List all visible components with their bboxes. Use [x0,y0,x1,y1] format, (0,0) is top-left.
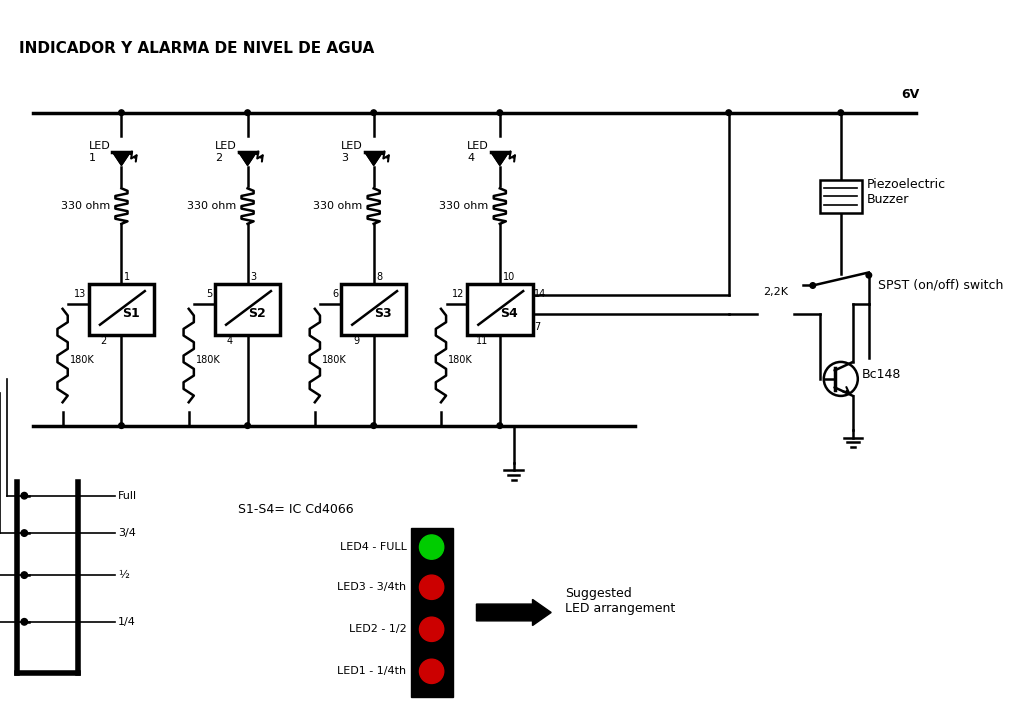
Polygon shape [112,152,131,165]
Bar [467,284,533,335]
Polygon shape [365,152,383,165]
Text: 1/4: 1/4 [118,616,136,627]
Text: 11: 11 [476,336,488,346]
Text: 13: 13 [74,289,86,300]
Circle shape [371,110,377,116]
Circle shape [419,575,444,599]
Text: Suggested
LED arrangement: Suggested LED arrangement [565,587,676,615]
Text: 180K: 180K [70,356,95,365]
Text: 2,2K: 2,2K [763,286,788,297]
Text: 180K: 180K [197,356,221,365]
Circle shape [21,619,27,625]
Circle shape [245,423,250,428]
Text: 6: 6 [332,289,338,300]
Circle shape [371,423,377,428]
Bar [89,284,154,335]
Text: 330 ohm: 330 ohm [186,201,236,211]
Text: LED1 - 1/4th: LED1 - 1/4th [337,667,406,676]
Circle shape [497,423,502,428]
Text: 330 ohm: 330 ohm [313,201,363,211]
Circle shape [419,659,444,683]
Text: 7: 7 [535,321,541,332]
Bar [820,180,862,213]
Text: SPST (on/off) switch: SPST (on/off) switch [878,279,1004,292]
Text: S1: S1 [122,307,140,320]
Text: LED
3: LED 3 [341,141,363,163]
Text: LED
4: LED 4 [467,141,489,163]
Circle shape [419,617,444,641]
Circle shape [245,110,250,116]
Circle shape [810,283,815,289]
Polygon shape [239,152,256,165]
Circle shape [866,273,871,278]
Text: S3: S3 [374,307,392,320]
Circle shape [726,110,731,116]
Text: 5: 5 [206,289,212,300]
Text: 9: 9 [353,336,359,346]
Text: Piezoelectric
Buzzer: Piezoelectric Buzzer [867,178,946,206]
Circle shape [419,535,444,559]
Text: S1-S4= IC Cd4066: S1-S4= IC Cd4066 [238,503,354,516]
Circle shape [119,110,125,116]
Text: 6V: 6V [902,89,920,102]
Circle shape [21,572,27,579]
Text: 180K: 180K [322,356,347,365]
Text: 330 ohm: 330 ohm [61,201,110,211]
Text: 12: 12 [452,289,464,300]
Circle shape [838,110,844,116]
Text: LED
2: LED 2 [215,141,237,163]
Text: S4: S4 [500,307,518,320]
Text: LED4 - FULL: LED4 - FULL [339,542,406,552]
Text: Bc148: Bc148 [861,368,901,381]
Circle shape [497,110,502,116]
Text: LED
1: LED 1 [89,141,110,163]
Text: S2: S2 [248,307,265,320]
Circle shape [21,530,27,537]
Bar [215,284,281,335]
Bar [341,284,406,335]
Circle shape [21,492,27,499]
Text: Full: Full [118,491,137,501]
Text: 4: 4 [227,336,233,346]
Text: LED2 - 1/2: LED2 - 1/2 [348,624,406,634]
Text: 2: 2 [100,336,106,346]
Text: LED3 - 3/4th: LED3 - 3/4th [337,582,406,593]
Text: 1: 1 [125,272,131,282]
Text: 8: 8 [377,272,383,282]
Text: 180K: 180K [449,356,473,365]
Text: INDICADOR Y ALARMA DE NIVEL DE AGUA: INDICADOR Y ALARMA DE NIVEL DE AGUA [18,41,374,56]
Bar [411,529,453,696]
Text: 10: 10 [502,272,515,282]
Circle shape [119,423,125,428]
Text: 330 ohm: 330 ohm [439,201,488,211]
Text: 3/4: 3/4 [118,528,136,538]
FancyArrow shape [476,599,551,625]
Polygon shape [491,152,509,165]
Text: 14: 14 [535,289,547,300]
Text: 3: 3 [250,272,256,282]
Text: ½: ½ [118,570,129,580]
